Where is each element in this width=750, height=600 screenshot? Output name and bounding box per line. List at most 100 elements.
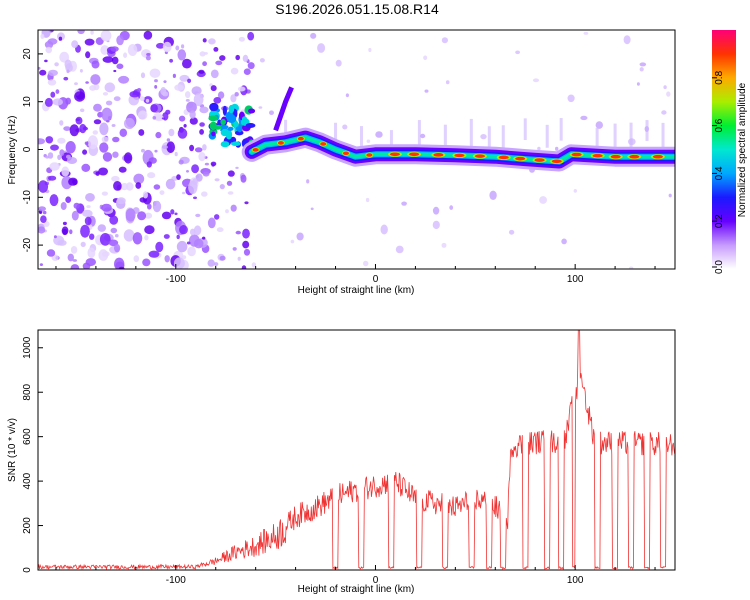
noise-blob — [84, 38, 95, 46]
noise-blob — [114, 243, 121, 253]
x-tick-label: 0 — [373, 274, 379, 285]
noise-blob — [145, 98, 150, 103]
noise-blob — [101, 136, 109, 143]
noise-blob — [636, 82, 640, 86]
noise-blob — [52, 98, 63, 106]
noise-blob — [182, 58, 192, 69]
noise-blob — [165, 109, 171, 115]
noise-blob — [210, 69, 219, 79]
noise-blob — [47, 152, 54, 159]
peak-core — [366, 153, 373, 157]
noise-blob — [159, 190, 165, 196]
noise-blob — [144, 235, 149, 241]
peak-core — [389, 152, 400, 157]
streak-mark — [389, 130, 393, 151]
noise-blob — [595, 121, 603, 129]
noise-blob — [183, 124, 187, 128]
noise-blob — [213, 97, 222, 104]
noise-blob — [165, 178, 176, 190]
noise-blob — [47, 79, 57, 86]
noise-blob — [93, 83, 100, 91]
noise-blob — [67, 253, 75, 262]
noise-blob — [119, 128, 128, 137]
noise-blob — [186, 101, 197, 114]
noise-blob — [92, 130, 99, 135]
noise-blob — [204, 162, 209, 166]
noise-blob — [213, 47, 219, 52]
noise-blob — [227, 170, 235, 177]
peak-core — [409, 152, 420, 157]
noise-blob — [238, 36, 245, 42]
noise-blob — [123, 152, 133, 164]
noise-blob — [561, 238, 567, 245]
noise-blob — [129, 91, 140, 98]
noise-blob — [210, 161, 217, 167]
peak-core — [454, 153, 465, 158]
noise-blob — [310, 207, 314, 211]
noise-blob — [147, 203, 152, 210]
noise-blob — [178, 159, 184, 165]
streak-mark — [443, 124, 447, 154]
noise-blob — [89, 233, 95, 240]
noise-blob — [198, 152, 206, 162]
noise-blob — [61, 166, 70, 177]
noise-blob — [85, 81, 89, 84]
noise-blob — [539, 196, 547, 204]
noise-blob — [177, 49, 187, 61]
noise-blob — [65, 141, 76, 154]
noise-blob — [242, 54, 249, 63]
ridge-branch — [273, 86, 294, 132]
peak-core — [297, 136, 304, 141]
noise-blob — [45, 46, 53, 54]
noise-blob — [57, 137, 66, 144]
cluster-blob — [235, 126, 242, 131]
noise-blob — [123, 229, 135, 242]
noise-blob — [199, 122, 205, 127]
noise-blob — [136, 88, 142, 92]
noise-blob — [176, 174, 181, 181]
noise-blob — [230, 67, 239, 75]
peak-core — [629, 154, 640, 159]
y-tick-label: 800 — [22, 383, 33, 400]
y-tick-label: 600 — [22, 428, 33, 445]
noise-blob — [112, 151, 119, 158]
noise-blob — [567, 94, 575, 103]
noise-blob — [152, 200, 162, 213]
noise-blob — [214, 178, 220, 182]
noise-blob — [141, 148, 145, 153]
noise-blob — [202, 171, 210, 177]
noise-blob — [123, 52, 128, 58]
noise-blob — [208, 38, 216, 45]
noise-blob — [259, 58, 265, 63]
y-tick-label: 10 — [22, 96, 33, 108]
noise-blob — [219, 55, 226, 61]
streak-mark — [334, 122, 338, 152]
noise-blob — [154, 115, 165, 122]
noise-blob — [102, 56, 114, 63]
noise-blob — [189, 110, 196, 119]
noise-blob — [99, 122, 109, 136]
noise-blob — [155, 241, 164, 253]
noise-blob — [133, 255, 140, 263]
y-tick-label: -20 — [22, 237, 33, 252]
cluster-blob — [245, 123, 256, 128]
noise-blob — [145, 55, 151, 61]
transition-cluster — [208, 102, 256, 149]
noise-blob — [49, 194, 59, 207]
noise-blob — [116, 197, 126, 205]
noise-blob — [66, 157, 78, 164]
noise-blob — [82, 149, 88, 155]
noise-blob — [432, 220, 440, 230]
noise-blob — [202, 38, 207, 43]
noise-blob — [105, 100, 113, 106]
noise-blob — [111, 175, 120, 182]
noise-blob — [39, 263, 44, 266]
noise-blob — [189, 117, 198, 125]
noise-blob — [164, 255, 170, 263]
cluster-blob — [222, 105, 227, 116]
noise-blob — [40, 33, 45, 40]
noise-blob — [57, 239, 67, 246]
noise-blob — [110, 46, 119, 52]
noise-blob — [54, 62, 59, 67]
